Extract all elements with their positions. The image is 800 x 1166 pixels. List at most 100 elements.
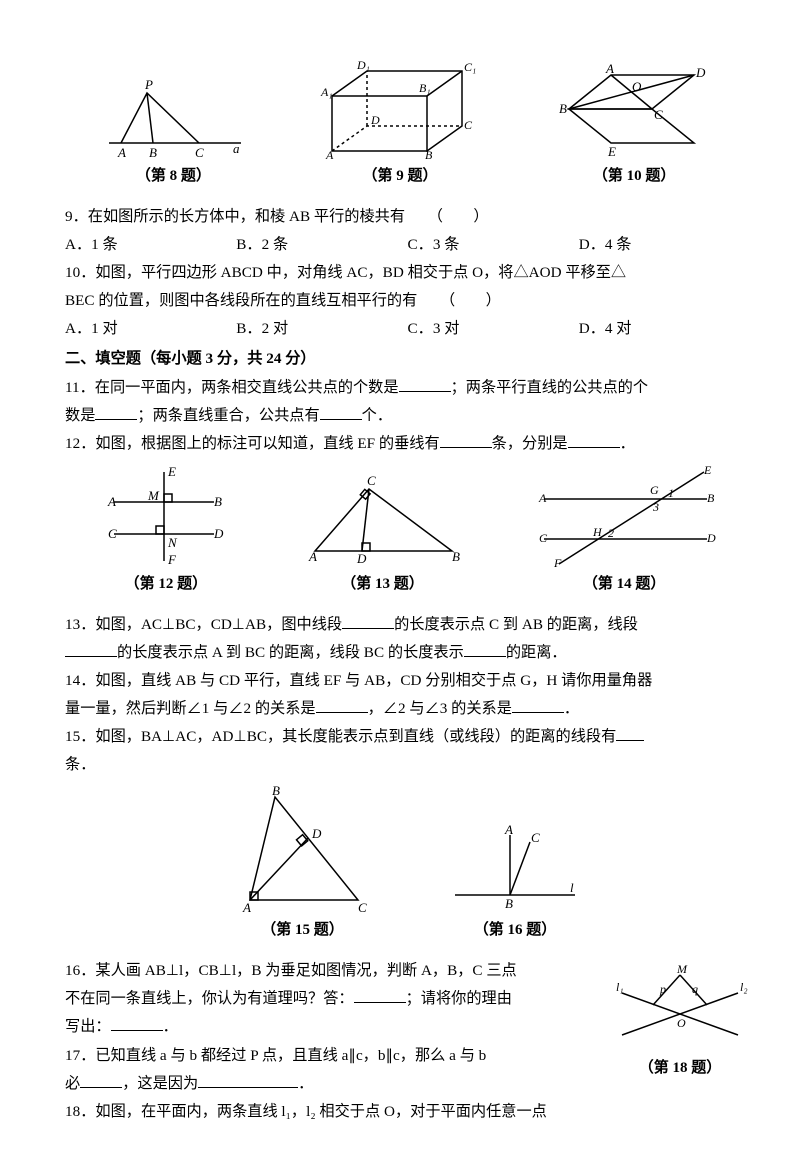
blank[interactable] — [512, 697, 564, 713]
blank[interactable] — [354, 987, 406, 1003]
q10-line2: BEC 的位置，则图中各线段所在的直线互相平行的有 （ ） — [65, 287, 750, 315]
svg-text:O: O — [677, 1016, 686, 1030]
q16-p2: 不在同一条直线上，你认为有道理吗？答： — [65, 990, 354, 1007]
svg-text:C: C — [367, 473, 376, 488]
svg-text:C: C — [464, 118, 473, 132]
svg-text:l₁: l₁ — [616, 980, 624, 994]
svg-text:E: E — [607, 144, 616, 159]
q13-p1: 13．如图，AC⊥BC，CD⊥AB，图中线段 — [65, 616, 342, 633]
svg-text:A: A — [107, 494, 116, 509]
q16-p4: 写出： — [65, 1018, 111, 1035]
svg-text:N: N — [167, 535, 178, 550]
svg-text:F: F — [553, 556, 562, 569]
svg-text:l₂: l₂ — [740, 980, 748, 994]
fig18-svg: Mpq l₁l₂O — [610, 963, 750, 1053]
fig12-svg: EF AB CD MN — [96, 464, 236, 569]
q9-opt-d: D．4 条 — [579, 231, 750, 259]
q13-p3: 的长度表示点 A 到 BC 的距离，线段 BC 的长度表示 — [117, 644, 464, 661]
q17-p3: ，这是因为 — [122, 1075, 198, 1092]
fig15-svg: BA CD — [230, 785, 375, 915]
q14-p4: ． — [564, 700, 579, 717]
svg-text:3: 3 — [652, 500, 659, 514]
q10-line1: 10．如图，平行四边形 ABCD 中，对角线 AC，BD 相交于点 O，将△AO… — [65, 259, 750, 287]
blank[interactable] — [316, 697, 368, 713]
blank[interactable] — [198, 1071, 298, 1087]
blank[interactable] — [65, 641, 117, 657]
q11-p3: 数是 — [65, 407, 95, 424]
q11-p1: 11．在同一平面内，两条相交直线公共点的个数是 — [65, 379, 399, 396]
q16-p3: ；请将你的理由 — [406, 990, 512, 1007]
q10-opt-d: D．4 对 — [579, 315, 750, 343]
figure-10-caption: （第 10 题） — [554, 163, 714, 191]
q17-p4: ． — [298, 1075, 313, 1092]
blank[interactable] — [342, 612, 394, 628]
svg-text:M: M — [147, 488, 160, 503]
q14-p3: ，∠2 与∠3 的关系是 — [368, 700, 512, 717]
svg-text:G: G — [650, 483, 659, 497]
svg-text:A: A — [605, 61, 614, 76]
figure-8-caption: （第 8 题） — [101, 163, 246, 191]
figure-14-caption: （第 14 题） — [529, 571, 719, 599]
svg-text:C: C — [539, 531, 548, 545]
blank[interactable] — [464, 641, 506, 657]
q15-p2: 条． — [65, 756, 95, 773]
blank[interactable] — [616, 725, 644, 741]
figure-16: AC Bl （第 16 题） — [445, 820, 585, 945]
figure-15: BA CD （第 15 题） — [230, 785, 375, 945]
svg-text:M: M — [676, 963, 688, 976]
svg-text:C: C — [108, 526, 117, 541]
svg-text:D: D — [706, 531, 716, 545]
figure-13: AD BC （第 13 题） — [297, 469, 467, 599]
svg-text:C: C — [358, 900, 367, 915]
q9-opt-b: B．2 条 — [236, 231, 407, 259]
svg-text:1: 1 — [668, 486, 674, 500]
svg-text:D: D — [311, 826, 322, 841]
figure-12: EF AB CD MN （第 12 题） — [96, 464, 236, 599]
svg-text:B: B — [452, 549, 460, 564]
blank[interactable] — [111, 1015, 163, 1031]
blank[interactable] — [440, 432, 492, 448]
figure-row-mid: EF AB CD MN （第 12 题） AD BC （第 13 题） — [65, 464, 750, 599]
q9-options: A．1 条 B．2 条 C．3 条 D．4 条 — [65, 231, 750, 259]
q14-p2: 量一量，然后判断∠1 与∠2 的关系是 — [65, 700, 316, 717]
svg-text:E: E — [703, 464, 712, 477]
figure-9: AB CD A₁B₁ C₁D₁ （第 9 题） — [317, 56, 482, 191]
q13-p4: 的距离． — [506, 644, 567, 661]
svg-text:A: A — [308, 549, 317, 564]
blank[interactable] — [568, 432, 620, 448]
svg-text:B: B — [272, 785, 280, 798]
figure-13-caption: （第 13 题） — [297, 571, 467, 599]
blank[interactable] — [95, 403, 137, 419]
svg-text:D: D — [370, 113, 380, 127]
fig10-svg: AD BC OE — [554, 61, 714, 161]
blank[interactable] — [80, 1071, 122, 1087]
svg-text:B: B — [214, 494, 222, 509]
q10-opt-a: A．1 对 — [65, 315, 236, 343]
svg-text:E: E — [167, 464, 176, 479]
svg-text:B: B — [505, 896, 513, 911]
q14-p1: 14．如图，直线 AB 与 CD 平行，直线 EF 与 AB，CD 分别相交于点… — [65, 672, 652, 689]
q18-text: 18．如图，在平面内，两条直线 l₁，l₂ 相交于点 O，对于平面内任意一点 — [65, 1098, 750, 1126]
svg-text:P: P — [144, 77, 153, 92]
q9-opt-a: A．1 条 — [65, 231, 236, 259]
figure-row-15-16: BA CD （第 15 题） AC Bl （第 16 题） — [65, 785, 750, 945]
q13: 13．如图，AC⊥BC，CD⊥AB，图中线段的长度表示点 C 到 AB 的距离，… — [65, 611, 750, 667]
svg-text:C₁: C₁ — [464, 60, 476, 74]
q11: 11．在同一平面内，两条相交直线公共点的个数是；两条平行直线的公共点的个 数是；… — [65, 374, 750, 430]
svg-text:D₁: D₁ — [356, 58, 370, 72]
blank[interactable] — [320, 403, 362, 419]
q12: 12．如图，根据图上的标注可以知道，直线 EF 的垂线有条，分别是． — [65, 430, 750, 458]
svg-text:B: B — [707, 491, 715, 505]
svg-text:l: l — [570, 880, 574, 895]
svg-text:B: B — [559, 101, 567, 116]
q16-p1: 16．某人画 AB⊥l，CB⊥l，B 为垂足如图情况，判断 A，B，C 三点 — [65, 962, 517, 979]
svg-text:O: O — [632, 79, 642, 94]
figure-16-caption: （第 16 题） — [445, 917, 585, 945]
svg-text:B: B — [425, 148, 433, 161]
blank[interactable] — [399, 375, 451, 391]
q12-p3: ． — [620, 435, 635, 452]
figure-18-caption: （第 18 题） — [610, 1055, 750, 1083]
svg-text:A₁: A₁ — [320, 85, 333, 99]
section-2-heading: 二、填空题（每小题 3 分，共 24 分） — [65, 345, 750, 373]
q11-p2: ；两条平行直线的公共点的个 — [451, 379, 648, 396]
